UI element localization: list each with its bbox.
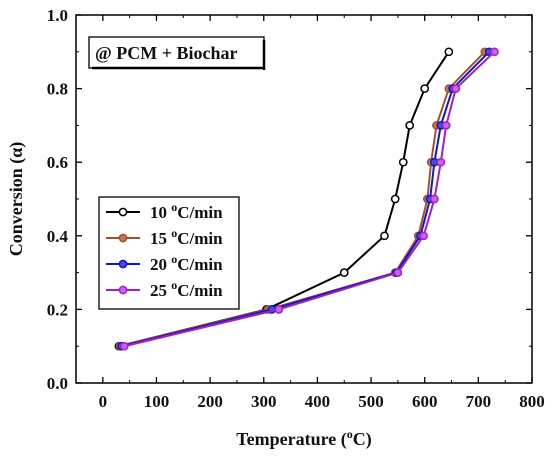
y-tick-label: 0.8 <box>47 80 68 99</box>
legend-item-25: 25 oC/min <box>106 278 223 300</box>
data-point <box>441 121 451 130</box>
x-tick-label: 600 <box>412 392 438 411</box>
legend-marker <box>118 285 128 295</box>
y-tick-label: 0.6 <box>47 153 68 172</box>
data-point <box>390 194 400 204</box>
legend-item-15: 15 oC/min <box>106 226 223 248</box>
y-tick-label: 0.0 <box>47 374 68 393</box>
legend-label: 10 oC/min <box>150 200 223 222</box>
legend: 10 oC/min 15 oC/min 20 oC/min 25 oC/min <box>98 196 240 310</box>
x-tick-label: 500 <box>358 392 384 411</box>
data-point <box>405 121 415 130</box>
y-axis-title: Conversion (α) <box>6 142 27 257</box>
legend-marker <box>118 233 128 243</box>
x-tick-label: 800 <box>519 392 545 411</box>
data-point <box>339 268 349 277</box>
x-tick-label: 200 <box>197 392 223 411</box>
data-point <box>419 231 428 241</box>
legend-label: 20 oC/min <box>150 252 223 274</box>
data-point <box>274 305 284 314</box>
annotation-text: @ PCM + Biochar <box>95 43 237 63</box>
series-layer <box>114 47 499 351</box>
x-tick-label: 300 <box>251 392 277 411</box>
x-axis-title: Temperature (oC) <box>236 427 371 450</box>
legend-item-20: 20 oC/min <box>106 252 223 274</box>
data-point <box>436 157 446 167</box>
legend-label: 15 oC/min <box>150 226 223 248</box>
y-tick-label: 1.0 <box>47 6 68 25</box>
x-tick-label: 400 <box>305 392 331 411</box>
data-point <box>398 157 408 167</box>
data-point <box>420 84 430 93</box>
data-point <box>430 194 439 204</box>
data-point <box>444 47 454 57</box>
legend-marker <box>118 207 128 217</box>
legend-marker <box>118 259 128 269</box>
tick-labels: 0 100 200 300 400 500 600 700 800 0.0 0.2 0.4 0.6 0.8… <box>47 6 545 411</box>
plot-frame <box>75 14 533 384</box>
annotation-box: @ PCM + Biochar <box>88 36 266 70</box>
x-tick-label: 0 <box>99 392 108 411</box>
series-25 <box>119 47 499 351</box>
data-point <box>380 231 389 241</box>
x-tick-label: 700 <box>466 392 492 411</box>
data-point <box>119 341 129 351</box>
data-point <box>393 268 403 277</box>
y-tick-label: 0.2 <box>47 300 68 319</box>
data-point <box>490 47 499 57</box>
legend-item-10: 10 oC/min <box>106 200 223 222</box>
x-tick-label: 100 <box>144 392 170 411</box>
y-tick-label: 0.4 <box>47 227 69 246</box>
data-point <box>451 84 461 93</box>
legend-label: 25 oC/min <box>150 278 223 300</box>
